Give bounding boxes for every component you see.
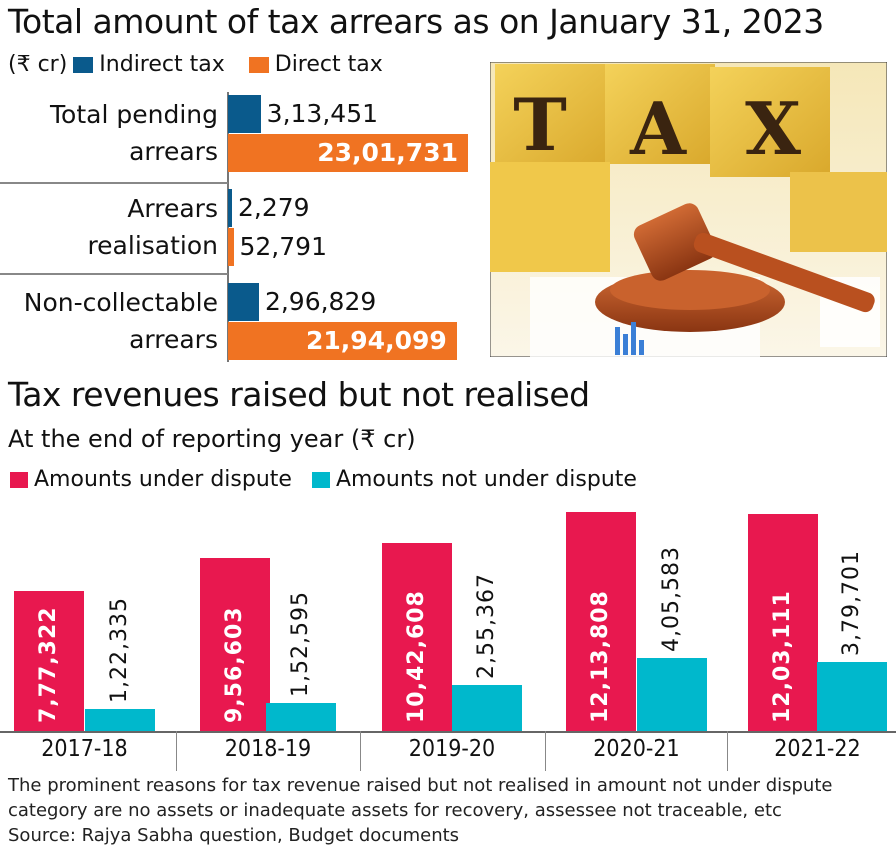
bar-direct xyxy=(228,228,234,266)
bar-not-under-dispute xyxy=(85,708,155,731)
legend-swatch-not-dispute xyxy=(311,471,330,488)
value-label: 12,03,111 xyxy=(770,590,795,723)
row-divider xyxy=(0,273,228,275)
row-divider xyxy=(0,182,228,184)
bar-indirect xyxy=(228,189,232,227)
bottom-chart-title: Tax revenues raised but not realised xyxy=(8,375,590,414)
bar-under-dispute xyxy=(748,513,818,731)
x-tick-label: 2020-21 xyxy=(593,736,680,762)
bar-indirect xyxy=(228,95,261,133)
bar-under-dispute xyxy=(566,512,636,731)
tax-gavel-photo: T A X xyxy=(490,62,887,357)
top-legend: (₹ cr) Indirect tax Direct tax xyxy=(8,52,383,77)
value-label: 2,279 xyxy=(238,193,310,222)
category-label: Total pending arrears xyxy=(50,100,218,166)
unit-label: (₹ cr) xyxy=(8,52,68,77)
bar-not-under-dispute xyxy=(266,703,336,731)
value-label: 2,55,367 xyxy=(474,572,499,679)
bar-not-under-dispute xyxy=(637,657,707,731)
legend-label-indirect: Indirect tax xyxy=(99,52,225,77)
value-label: 10,42,608 xyxy=(404,590,429,723)
axis-line xyxy=(227,92,229,362)
bar-not-under-dispute xyxy=(452,684,522,731)
group-divider xyxy=(360,731,361,771)
value-label: 3,13,451 xyxy=(266,99,378,128)
value-label: 23,01,731 xyxy=(317,138,458,167)
x-tick-label: 2018-19 xyxy=(224,736,312,762)
bar-under-dispute xyxy=(200,558,270,731)
bar-direct xyxy=(228,322,457,360)
value-label: 4,05,583 xyxy=(659,545,684,652)
value-label: 12,13,808 xyxy=(588,590,613,723)
category-label: Non-collectable arrears xyxy=(23,288,218,354)
legend-label-direct: Direct tax xyxy=(274,52,383,77)
x-tick-label: 2021-22 xyxy=(774,736,861,762)
value-label: 9,56,603 xyxy=(222,606,247,723)
footnote-line-2: category are no assets or inadequate ass… xyxy=(8,800,782,821)
bottom-chart-subtitle: At the end of reporting year (₹ cr) xyxy=(8,425,416,453)
value-label: 1,22,335 xyxy=(107,596,132,703)
group-divider xyxy=(727,731,728,771)
bar-indirect xyxy=(228,283,259,321)
legend-label-not-dispute: Amounts not under dispute xyxy=(335,467,637,492)
value-label: 1,52,595 xyxy=(288,591,313,698)
photo-letter-x: X xyxy=(745,86,801,171)
x-tick-label: 2019-20 xyxy=(408,736,496,762)
photo-letter-t: T xyxy=(513,82,567,167)
value-label: 7,77,322 xyxy=(36,606,61,723)
bottom-legend: Amounts under dispute Amounts not under … xyxy=(10,467,637,492)
legend-label-dispute: Amounts under dispute xyxy=(34,467,292,492)
legend-swatch-direct xyxy=(248,56,269,73)
source-note: Source: Rajya Sabha question, Budget doc… xyxy=(8,825,460,846)
bar-direct xyxy=(228,134,468,172)
value-label: 3,79,701 xyxy=(839,550,864,657)
x-tick-label: 2017-18 xyxy=(41,736,128,762)
group-divider xyxy=(176,731,177,771)
category-label: Arrears realisation xyxy=(87,194,218,260)
x-axis-line xyxy=(0,731,896,733)
value-label: 52,791 xyxy=(239,232,327,261)
photo-letter-a: A xyxy=(629,86,687,171)
bar-under-dispute xyxy=(382,542,452,731)
group-divider xyxy=(545,731,546,771)
value-label: 21,94,099 xyxy=(306,326,447,355)
value-label: 2,96,829 xyxy=(264,287,377,316)
legend-swatch-dispute xyxy=(10,471,28,488)
bar-not-under-dispute xyxy=(817,662,887,731)
legend-swatch-indirect xyxy=(73,56,94,73)
top-chart-title: Total amount of tax arrears as on Januar… xyxy=(8,2,824,41)
bar-under-dispute xyxy=(14,590,84,731)
footnote-line-1: The prominent reasons for tax revenue ra… xyxy=(8,775,833,796)
